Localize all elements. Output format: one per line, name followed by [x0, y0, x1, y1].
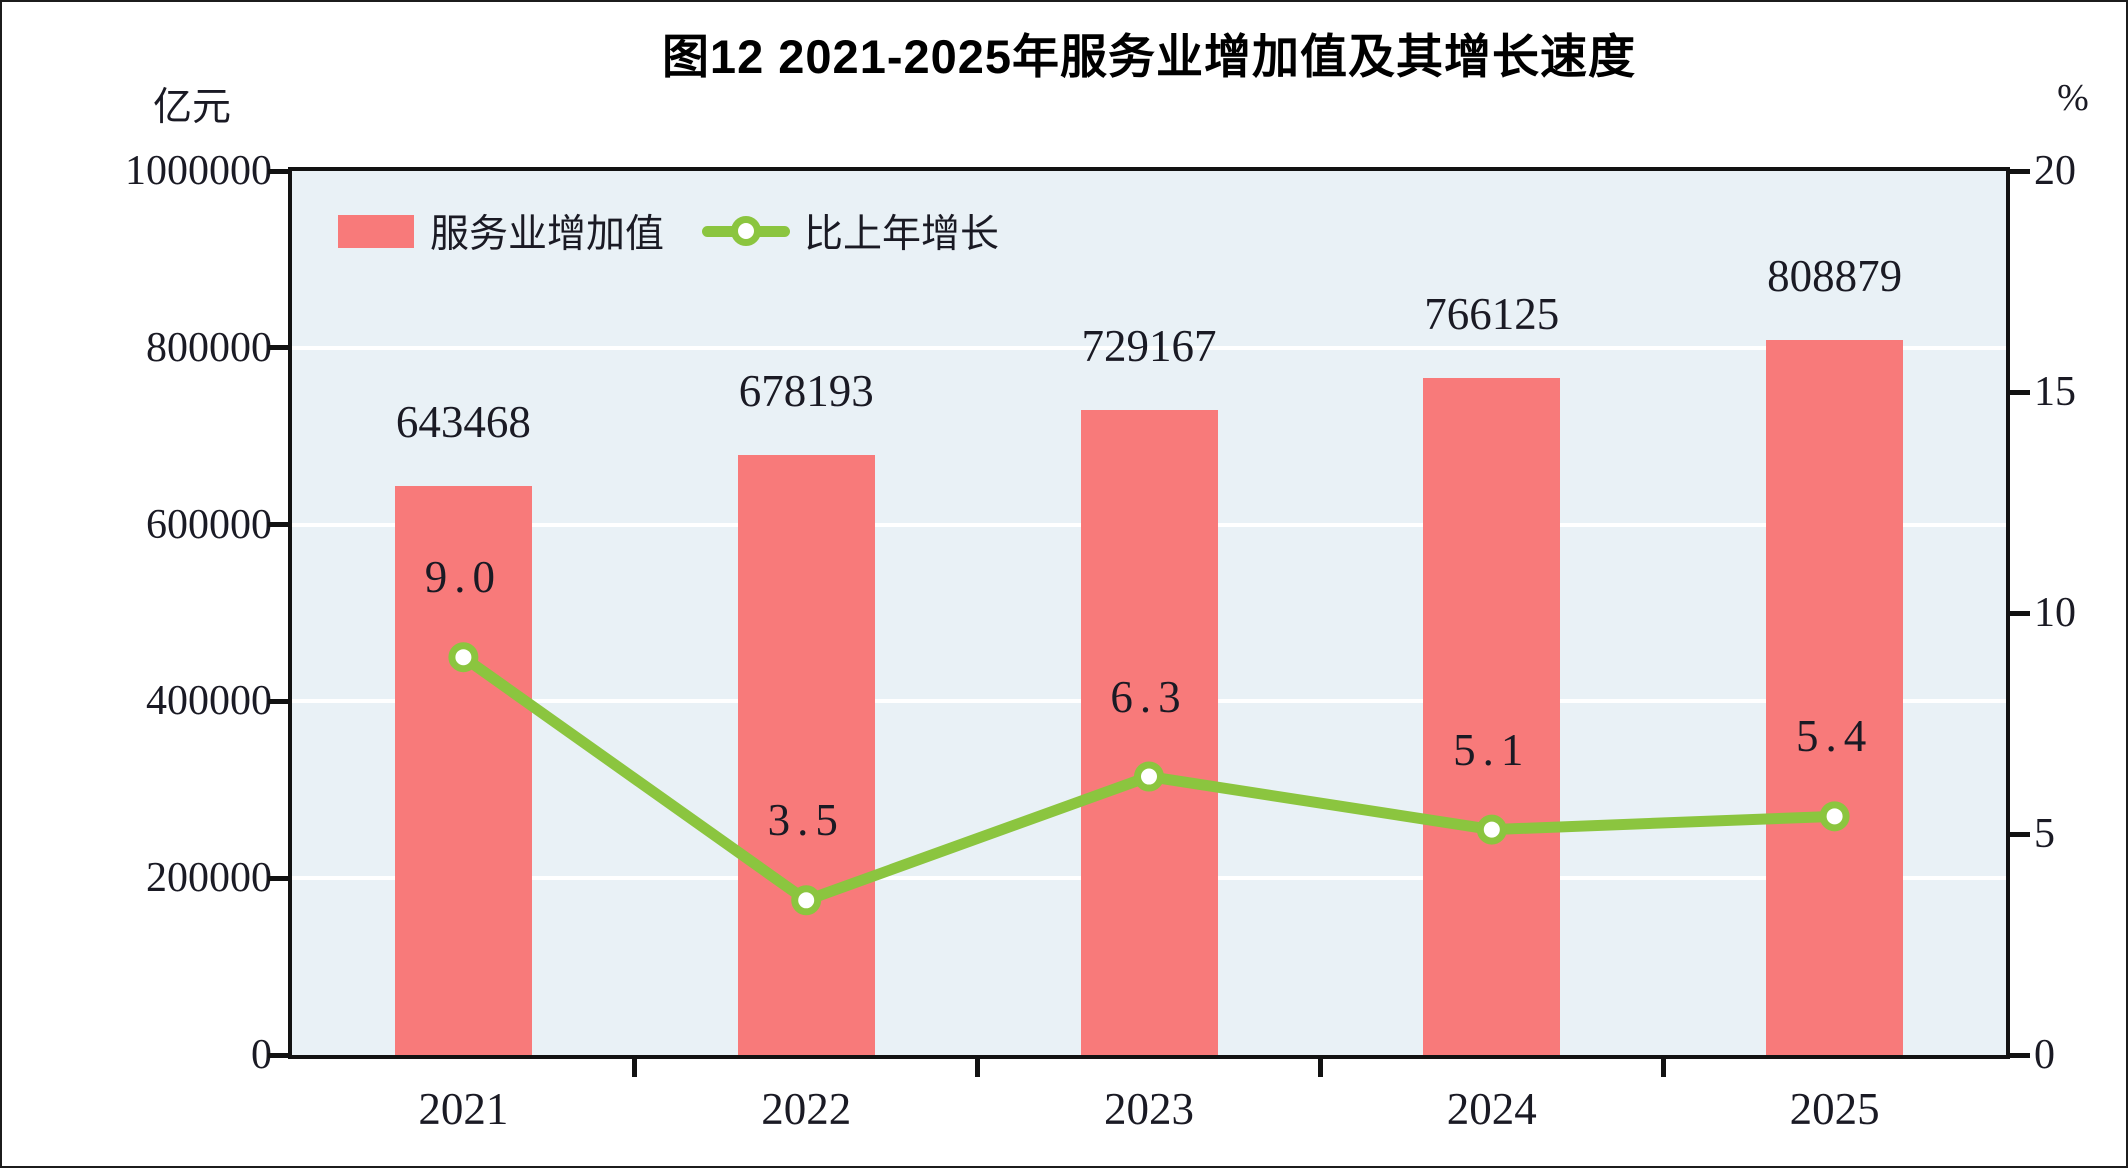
x-axis-tick-label: 2021 [418, 1084, 509, 1134]
line-marker [1819, 801, 1850, 832]
line-value-label: 5.4 [1795, 711, 1874, 762]
growth-line [448, 642, 1850, 916]
y-axis-left-tick [268, 1052, 288, 1058]
y-axis-right-tick [2010, 389, 2030, 395]
y-axis-right-tick-label: 10 [2034, 590, 2076, 636]
bar-value-label: 729167 [1081, 321, 1217, 372]
y-axis-left-tick-label: 200000 [146, 855, 272, 902]
x-axis-tick [1660, 1059, 1666, 1077]
y-axis-left-tick-label: 600000 [146, 501, 272, 548]
y-axis-left-tick [268, 698, 288, 704]
y-axis-left-tick [268, 522, 288, 528]
y-axis-right-tick [2010, 831, 2030, 837]
bar-value-label: 643468 [395, 397, 531, 448]
x-axis-tick [975, 1059, 981, 1077]
x-axis-tick-label: 2022 [761, 1084, 852, 1134]
y-axis-right-tick [2010, 168, 2030, 174]
bar-2024 [1423, 377, 1561, 1055]
y-axis-right-unit: % [2057, 77, 2089, 119]
bar-value-label: 678193 [738, 366, 874, 417]
bar-value-label: 808879 [1767, 250, 1903, 301]
line-marker [448, 642, 479, 673]
line-value-label: 6.3 [1110, 671, 1188, 722]
bar-2022 [737, 455, 875, 1055]
y-axis-left-tick-label: 800000 [146, 324, 272, 371]
line-marker [791, 885, 822, 916]
y-axis-left-tick-label: 1000000 [125, 148, 272, 194]
bar-2023 [1080, 410, 1218, 1055]
y-axis-right-tick-label: 0 [2034, 1032, 2055, 1078]
y-axis-left-tick-label: 0 [251, 1032, 272, 1078]
x-axis-tick-label: 2023 [1104, 1084, 1194, 1134]
y-axis-right-tick [2010, 1052, 2030, 1058]
y-axis-right-tick-label: 15 [2034, 369, 2076, 415]
line-value-label: 9.0 [424, 552, 503, 603]
chart-title: 图12 2021-2025年服务业增加值及其增长速度 [661, 30, 1637, 83]
y-axis-right-tick-label: 20 [2034, 148, 2076, 194]
bar-2025 [1766, 339, 1904, 1055]
bar-value-label: 766125 [1424, 288, 1560, 339]
line-value-label: 3.5 [767, 795, 845, 846]
legend: 服务业增加值 比上年增长 [338, 203, 999, 259]
x-axis-tick-label: 2025 [1789, 1084, 1880, 1134]
y-axis-left-unit: 亿元 [152, 86, 231, 129]
line-marker [1134, 761, 1164, 792]
legend-bar-label: 服务业增加值 [430, 213, 665, 256]
line-marker [1476, 814, 1507, 845]
legend-bar-swatch [338, 214, 414, 248]
x-axis-tick [632, 1059, 638, 1077]
legend-line-marker [731, 215, 762, 246]
y-axis-left-tick-label: 400000 [146, 678, 272, 725]
plot-area: 服务业增加值 比上年增长 643468 678193 729167 766125 808… [125, 148, 2076, 1134]
gridline [292, 345, 2006, 350]
x-axis-tick [1317, 1059, 1323, 1077]
y-axis-right-tick-label: 5 [2034, 811, 2055, 857]
line-value-label: 5.1 [1453, 724, 1531, 775]
legend-line-swatch [702, 215, 791, 248]
bar-2021 [394, 486, 532, 1055]
x-axis-tick-label: 2024 [1446, 1084, 1537, 1134]
y-axis-left-tick [268, 875, 288, 881]
y-axis-right-tick [2010, 610, 2030, 616]
y-axis-left-tick [268, 168, 288, 174]
y-axis-left-tick [268, 345, 288, 351]
legend-line-label: 比上年增长 [804, 213, 1000, 256]
